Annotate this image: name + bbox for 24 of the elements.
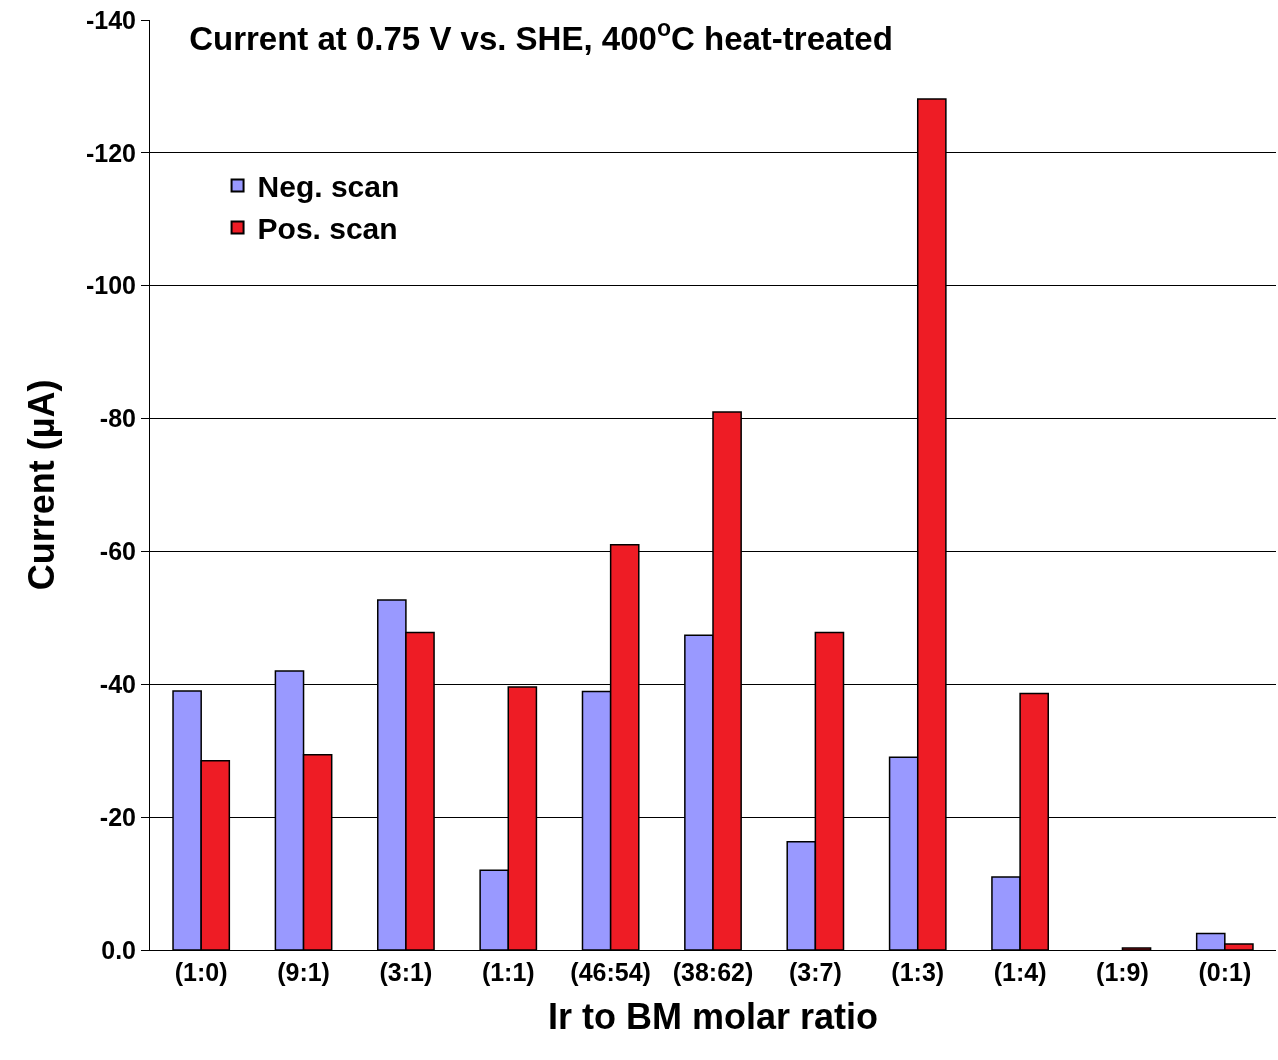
y-tick-label: -40 xyxy=(99,670,136,699)
y-axis-title: Current (µA) xyxy=(20,379,62,591)
x-axis-title: Ir to BM molar ratio xyxy=(547,995,879,1037)
chart-title: Current at 0.75 V vs. SHE, 400$^{o}$C heat-treated xyxy=(189,14,893,57)
y-tick-label: -60 xyxy=(99,537,136,566)
x-tick-label: (1:3) xyxy=(891,958,945,986)
x-tick-label: (1:4) xyxy=(993,958,1047,986)
x-tick-label: (38:62) xyxy=(672,958,754,986)
y-tick-label: -20 xyxy=(99,802,136,831)
x-tick-label: (1:1) xyxy=(481,958,535,986)
x-tick-label: (3:1) xyxy=(379,958,433,986)
y-tick-label: 0.0 xyxy=(101,935,136,964)
x-tick-label: (1:9) xyxy=(1096,958,1149,986)
x-tick-label: (9:1) xyxy=(277,958,330,986)
legend-label: Neg. scan xyxy=(257,170,400,204)
x-tick-label: (0:1) xyxy=(1198,958,1252,986)
y-tick-label: -100 xyxy=(85,271,136,300)
x-tick-label: (1:0) xyxy=(174,958,228,986)
y-tick-label: -80 xyxy=(99,404,136,433)
legend-label: Pos. scan xyxy=(257,212,398,246)
y-tick-label: -120 xyxy=(85,138,136,167)
x-tick-label: (3:7) xyxy=(788,958,842,986)
x-tick-label: (46:54) xyxy=(570,958,651,986)
y-tick-label: -140 xyxy=(85,5,136,34)
